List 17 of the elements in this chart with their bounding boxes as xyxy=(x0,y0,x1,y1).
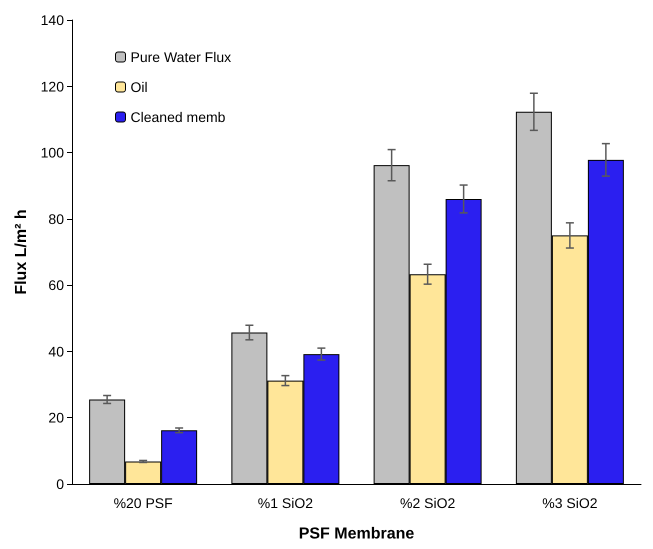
legend-label: Oil xyxy=(130,79,148,95)
x-tick-label: %1 SiO2 xyxy=(258,495,314,511)
x-tick-label: %2 SiO2 xyxy=(400,495,456,511)
legend-label: Cleaned memb xyxy=(130,109,226,125)
x-tick-label: %3 SiO2 xyxy=(542,495,598,511)
y-tick-label: 100 xyxy=(40,144,64,161)
x-axis-title: PSF Membrane xyxy=(298,526,414,542)
y-tick-label: 60 xyxy=(48,277,64,294)
y-tick-label: 80 xyxy=(48,210,64,227)
y-axis-title: Flux L/m² h xyxy=(13,209,30,295)
y-tick-label: 0 xyxy=(56,476,64,492)
legend-label: Pure Water Flux xyxy=(130,49,232,65)
x-tick-label: %20 PSF xyxy=(114,495,173,511)
y-tick-label: 140 xyxy=(40,12,64,28)
y-tick-label: 120 xyxy=(40,78,64,94)
y-tick-label: 20 xyxy=(48,410,64,426)
y-tick-label: 40 xyxy=(48,343,64,360)
